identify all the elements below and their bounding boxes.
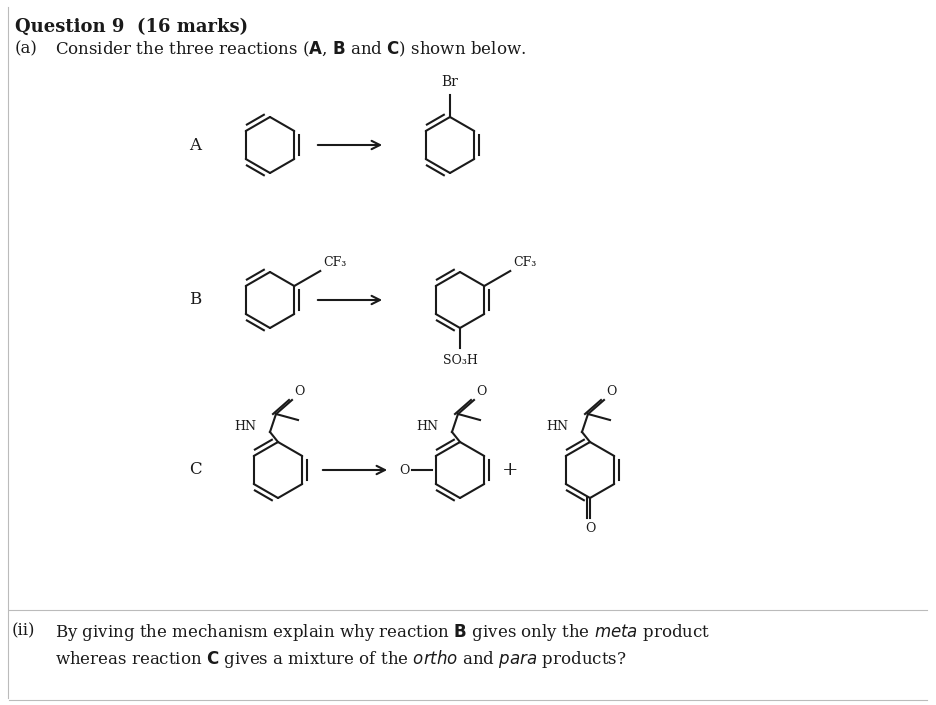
Text: HN: HN <box>416 419 438 432</box>
Text: SO₃H: SO₃H <box>443 354 477 367</box>
Text: O: O <box>294 385 304 398</box>
Text: Question 9  (16 marks): Question 9 (16 marks) <box>15 18 248 36</box>
Text: HN: HN <box>546 419 568 432</box>
Text: O: O <box>585 522 595 535</box>
Text: By giving the mechanism explain why reaction $\mathbf{B}$ gives only the $\it{me: By giving the mechanism explain why reac… <box>55 622 710 643</box>
Text: C: C <box>189 462 201 479</box>
Text: whereas reaction $\mathbf{C}$ gives a mixture of the $\it{ortho}$ and $\it{para}: whereas reaction $\mathbf{C}$ gives a mi… <box>55 648 627 670</box>
Text: A: A <box>189 137 201 154</box>
Text: O: O <box>476 385 487 398</box>
Text: Consider the three reactions ($\mathbf{A}$, $\mathbf{B}$ and $\mathbf{C}$) shown: Consider the three reactions ($\mathbf{A… <box>55 40 526 59</box>
Text: (ii): (ii) <box>12 622 36 639</box>
Text: HN: HN <box>234 419 256 432</box>
Text: Br: Br <box>442 75 459 89</box>
Text: O: O <box>400 463 410 477</box>
Text: CF₃: CF₃ <box>323 256 346 269</box>
Text: B: B <box>189 291 201 309</box>
Text: CF₃: CF₃ <box>513 256 536 269</box>
Text: O: O <box>606 385 617 398</box>
Text: (a): (a) <box>15 40 37 57</box>
Text: +: + <box>502 461 519 479</box>
